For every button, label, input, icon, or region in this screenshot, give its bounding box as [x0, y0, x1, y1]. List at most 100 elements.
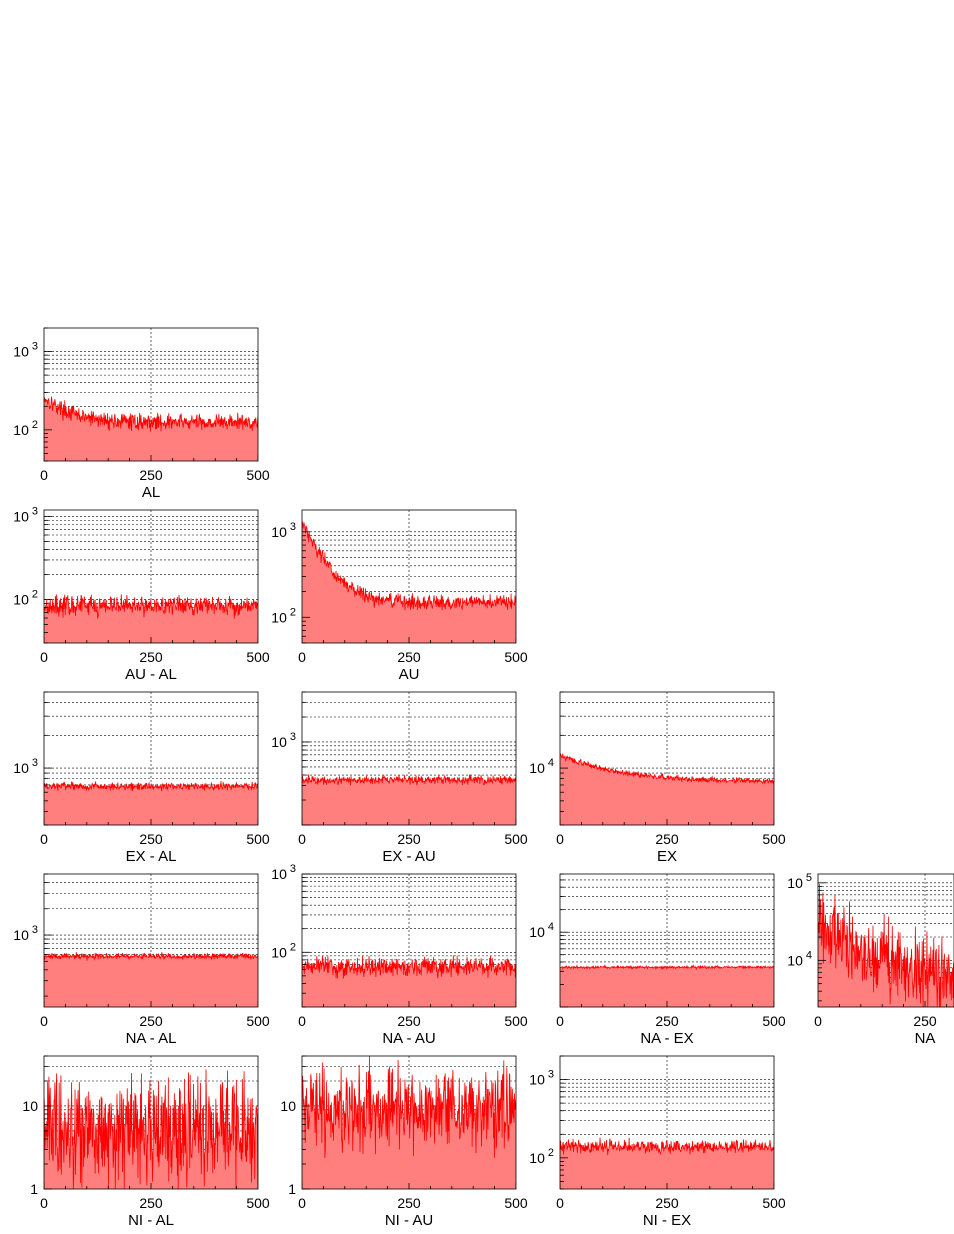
- y-tick-label: 10 3: [271, 863, 296, 882]
- x-tick-label: 0: [40, 831, 48, 847]
- panel-EX-AL: 0 250 500 10 3 EX - AL: [13, 691, 270, 865]
- panel-NA: 0 250 10 4 10 5 NA: [787, 872, 954, 1047]
- histogram-line: [302, 1056, 516, 1158]
- x-ticks: [818, 1001, 947, 1007]
- y-tick-label: 1: [288, 1181, 296, 1197]
- y-tick-label: 10 2: [271, 606, 296, 625]
- panel-NA-AL: 0 250 500 10 3 NA - AL: [13, 873, 270, 1047]
- x-tick-label: 500: [762, 1195, 786, 1211]
- x-tick-label: 250: [397, 1195, 421, 1211]
- x-tick-label: 0: [556, 1195, 564, 1211]
- x-tick-label: 250: [139, 1195, 163, 1211]
- panel-EX: 0 250 500 10 4 EX: [529, 691, 786, 865]
- panel-AU: 0 250 500 10 2 10 3 AU: [271, 509, 528, 683]
- x-tick-label: 500: [762, 1013, 786, 1029]
- y-tick-label: 10 4: [787, 949, 812, 968]
- x-ticks: [44, 455, 258, 461]
- x-tick-label: 0: [40, 467, 48, 483]
- y-tick-label: 10: [22, 1098, 38, 1114]
- y-tick-label: 10 2: [13, 419, 38, 438]
- x-tick-label: 500: [504, 831, 528, 847]
- panel-label: EX - AL: [126, 848, 177, 865]
- panel-label: NA - AU: [382, 1030, 435, 1047]
- y-tick-label: 10 3: [13, 341, 38, 360]
- panel-AL: 0 250 500 10 2 10 3 AL: [13, 327, 270, 501]
- x-ticks: [302, 819, 516, 825]
- panel-NI-EX: 0 250 500 10 2 10 3 NI - EX: [529, 1055, 786, 1229]
- x-tick-label: 250: [655, 1195, 679, 1211]
- histogram-fill: [44, 396, 258, 461]
- x-tick-label: 500: [762, 831, 786, 847]
- y-tick-label: 10 4: [529, 921, 554, 940]
- x-ticks: [44, 1183, 258, 1189]
- panel-label: AU: [399, 666, 420, 683]
- histogram-line: [44, 396, 258, 432]
- x-tick-label: 250: [139, 831, 163, 847]
- histogram-line: [818, 884, 954, 1007]
- y-tick-label: 10 2: [13, 589, 38, 608]
- y-tick-label: 10 2: [529, 1147, 554, 1166]
- y-tick-label: 10 3: [13, 506, 38, 525]
- histogram-line: [302, 955, 516, 979]
- x-tick-label: 250: [655, 831, 679, 847]
- x-tick-label: 250: [397, 1013, 421, 1029]
- panel-NA-AU: 0 250 500 10 2 10 3 NA - AU: [271, 863, 528, 1047]
- histogram-fill: [44, 952, 258, 1007]
- panel-label: AU - AL: [125, 666, 177, 683]
- panel-NA-EX: 0 250 500 10 4 NA - EX: [529, 873, 786, 1047]
- y-tick-label: 10 4: [529, 757, 554, 776]
- y-tick-label: 10 3: [529, 1069, 554, 1088]
- plot-frame: [817, 873, 954, 1008]
- x-tick-label: 250: [655, 1013, 679, 1029]
- histogram-fill: [44, 781, 258, 825]
- x-ticks: [44, 637, 258, 643]
- x-ticks: [44, 1001, 258, 1007]
- x-tick-label: 500: [246, 1013, 270, 1029]
- panel-NI-AU: 0 250 500 1 10 NI - AU: [280, 1055, 528, 1229]
- x-ticks: [44, 819, 258, 825]
- histogram-line: [44, 594, 258, 619]
- histogram-fill: [560, 1137, 774, 1189]
- histogram-line: [44, 951, 258, 961]
- panel-label: AL: [142, 484, 160, 501]
- x-tick-label: 500: [246, 1195, 270, 1211]
- x-ticks: [560, 1001, 774, 1007]
- histogram-fill: [44, 594, 258, 643]
- panel-label: EX - AU: [382, 848, 435, 865]
- y-tick-label: 10: [280, 1098, 296, 1114]
- histogram-line: [560, 753, 774, 785]
- histogram-fill: [302, 955, 516, 1007]
- x-ticks: [560, 1183, 774, 1189]
- x-tick-label: 0: [40, 1013, 48, 1029]
- x-tick-label: 0: [40, 1195, 48, 1211]
- histogram-line: [560, 964, 774, 971]
- x-tick-label: 250: [397, 831, 421, 847]
- x-tick-label: 0: [556, 1013, 564, 1029]
- x-tick-label: 0: [556, 831, 564, 847]
- panel-label: NI - AU: [385, 1212, 433, 1229]
- x-tick-label: 0: [814, 1013, 822, 1029]
- y-tick-label: 10 3: [13, 757, 38, 776]
- panel-NI-AL: 0 250 500 1 10 NI - AL: [22, 1055, 270, 1229]
- x-tick-label: 0: [298, 1013, 306, 1029]
- x-tick-label: 0: [40, 649, 48, 665]
- x-tick-label: 500: [246, 467, 270, 483]
- histogram-line: [302, 521, 516, 611]
- x-tick-label: 250: [139, 1013, 163, 1029]
- histogram-line: [560, 1137, 774, 1156]
- panel-label: NA - EX: [640, 1030, 693, 1047]
- x-tick-label: 250: [139, 467, 163, 483]
- x-ticks: [302, 1001, 516, 1007]
- y-tick-label: 10 3: [13, 924, 38, 943]
- y-tick-label: 10 2: [271, 941, 296, 960]
- histogram-line: [302, 774, 516, 786]
- panel-label: EX: [657, 848, 677, 865]
- histogram-line: [44, 1069, 258, 1189]
- x-ticks: [302, 1183, 516, 1189]
- panel-AU-AL: 0 250 500 10 2 10 3 AU - AL: [13, 506, 270, 683]
- histogram-fill: [302, 521, 516, 643]
- x-tick-label: 250: [139, 649, 163, 665]
- x-tick-label: 500: [246, 649, 270, 665]
- panel-label: NA: [915, 1030, 936, 1047]
